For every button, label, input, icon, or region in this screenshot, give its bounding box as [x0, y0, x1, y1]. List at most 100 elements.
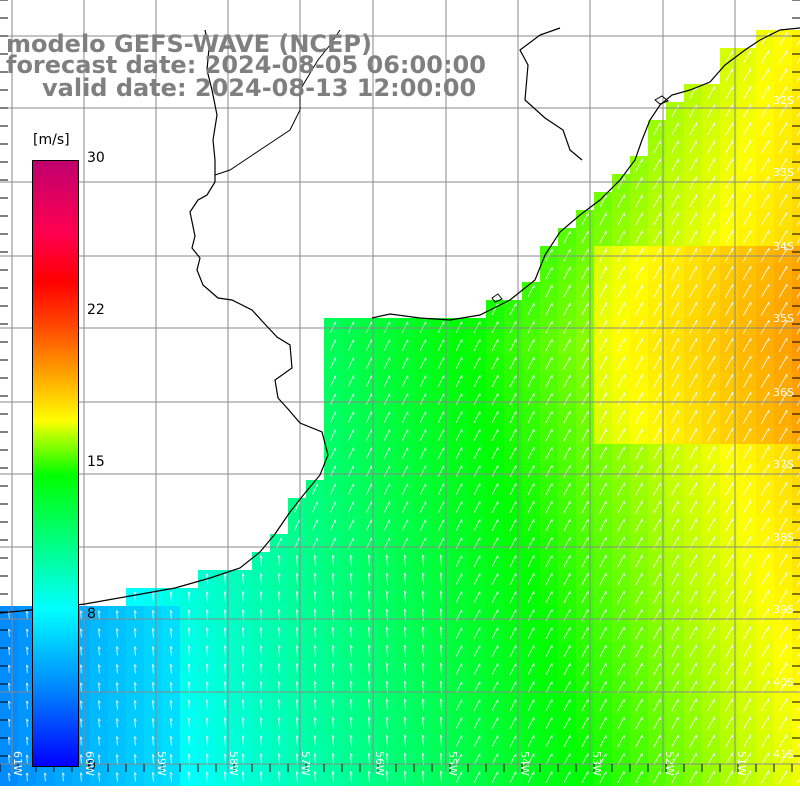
wind-arrow [491, 573, 499, 585]
wind-arrow [743, 446, 751, 460]
wind-arrow [581, 338, 589, 352]
wind-arrow-head [332, 573, 335, 576]
field-cell [792, 210, 800, 228]
wind-arrow [348, 483, 354, 495]
wind-arrow [455, 447, 463, 459]
wind-arrow [473, 501, 481, 513]
wind-arrow [134, 736, 136, 746]
wind-arrow [332, 735, 334, 747]
wind-arrow-head [242, 717, 245, 721]
wind-arrow [796, 777, 800, 784]
wind-arrow-head [350, 717, 353, 721]
wind-arrow-head [26, 772, 29, 776]
wind-arrow [384, 339, 390, 351]
wind-arrow [724, 428, 734, 442]
wind-arrow [706, 356, 716, 370]
wind-arrow [796, 651, 800, 658]
wind-arrow [440, 554, 442, 568]
wind-arrow-head [404, 608, 407, 612]
wind-arrow [206, 663, 208, 675]
wind-arrow [796, 381, 800, 389]
wind-arrow-head [440, 572, 443, 576]
wind-arrow [350, 681, 352, 693]
wind-arrow [760, 283, 770, 299]
wind-arrow [671, 482, 679, 496]
wind-arrow-head [26, 754, 29, 758]
wind-arrow [778, 427, 788, 443]
wind-arrow [509, 753, 517, 765]
wind-arrow [545, 284, 553, 298]
wind-arrow [260, 555, 262, 567]
wind-arrow [796, 363, 800, 371]
wind-arrow [599, 194, 607, 208]
wind-arrow-head [404, 554, 407, 558]
wind-arrow [419, 375, 427, 387]
wind-arrow [509, 555, 517, 567]
wind-arrow-head [134, 772, 137, 776]
wind-arrow [742, 301, 752, 317]
wind-arrow [725, 590, 733, 604]
wind-arrow [386, 681, 388, 693]
wind-arrow [116, 646, 118, 656]
wind-arrow [260, 627, 262, 639]
wind-arrow-head [242, 573, 245, 577]
wind-arrow [707, 734, 715, 748]
wind-arrow-head [188, 717, 191, 721]
wind-arrow [224, 771, 226, 783]
wind-arrow [404, 699, 406, 711]
wind-arrow [761, 626, 769, 640]
wind-arrow [402, 483, 408, 495]
wind-arrow-head [332, 717, 335, 721]
wind-arrow-head [260, 735, 263, 739]
wind-arrow [440, 662, 442, 676]
wind-arrow [743, 464, 751, 478]
wind-arrow [599, 518, 607, 532]
wind-arrow [760, 194, 770, 208]
wind-arrows [8, 32, 800, 784]
wind-arrow-head [116, 736, 119, 740]
wind-arrow [491, 356, 499, 370]
wind-arrow [491, 338, 499, 352]
wind-arrow-head [80, 772, 83, 776]
wind-arrow-head [386, 753, 389, 756]
field-cell [792, 246, 800, 264]
wind-arrow-head [422, 590, 425, 594]
wind-arrow [455, 411, 463, 423]
wind-arrow [761, 32, 769, 46]
wind-arrow [796, 561, 800, 568]
wind-arrow [134, 628, 136, 638]
wind-arrow-head [170, 772, 173, 775]
wind-arrow [599, 320, 607, 334]
wind-arrow [599, 212, 607, 226]
wind-arrow-head [206, 573, 209, 577]
wind-arrow [599, 500, 607, 514]
wind-arrow [706, 374, 716, 388]
wind-arrow [617, 392, 625, 406]
wind-arrow [545, 266, 553, 280]
wind-arrow [653, 194, 661, 208]
lon-label: 59W [155, 751, 168, 776]
wind-arrow [278, 753, 280, 765]
wind-arrow [563, 410, 571, 424]
wind-arrow [188, 609, 190, 621]
wind-arrow-head [440, 716, 443, 720]
wind-arrow [635, 212, 643, 226]
wind-arrow-head [188, 681, 191, 685]
wind-arrow [170, 646, 172, 656]
wind-arrow [617, 518, 625, 532]
wind-arrow [419, 447, 427, 459]
wind-arrow [152, 718, 154, 728]
lat-label: 38S [773, 531, 794, 544]
wind-arrow [491, 717, 499, 729]
wind-arrow-head [296, 609, 299, 613]
wind-arrow [617, 176, 625, 190]
wind-arrow-head [314, 717, 317, 721]
wind-arrow-head [296, 681, 299, 685]
wind-arrow-head [440, 590, 443, 594]
wind-arrow [296, 573, 298, 585]
wind-arrow [743, 554, 751, 568]
wind-arrow [350, 645, 352, 657]
wind-arrow [724, 302, 734, 316]
wind-arrow-head [116, 628, 119, 632]
wind-arrow [404, 681, 406, 693]
